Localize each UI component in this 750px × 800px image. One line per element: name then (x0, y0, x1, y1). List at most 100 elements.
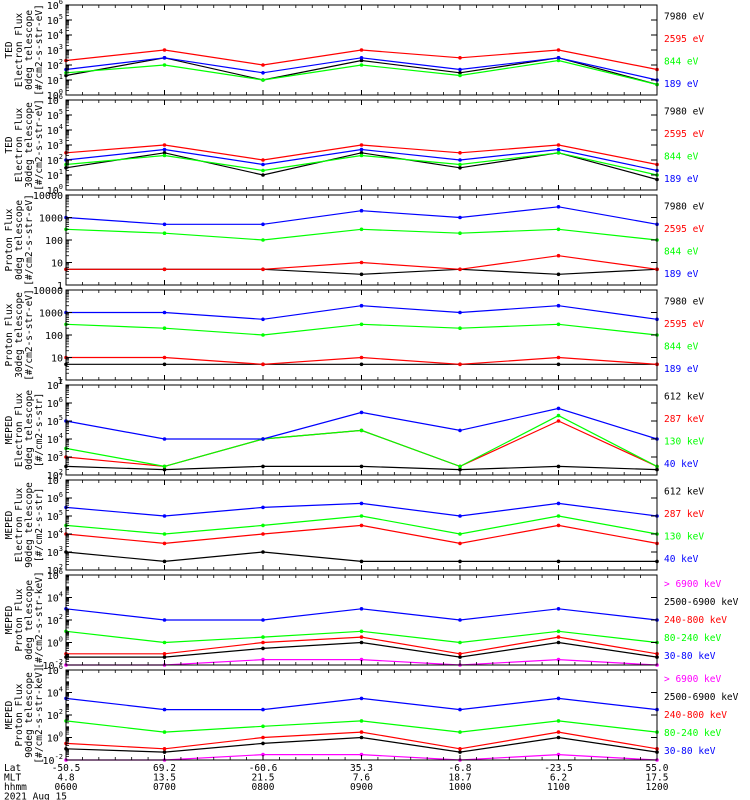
data-point (261, 635, 265, 639)
x-tick-label: 0700 (153, 782, 176, 793)
x-axis-footer: Lat -50.5 69.2 -60.6 35.3 -6.8 -23.5 55.0 MLT 4.8… (4, 763, 669, 800)
x-row-name: MLT (4, 773, 21, 784)
y-tick-label: 102 (47, 468, 63, 482)
data-point (162, 655, 167, 659)
data-point (162, 640, 167, 645)
data-point (556, 48, 561, 52)
x-tick-label: 69.2 (153, 763, 176, 774)
y-axis-label-line: [#/cm2-s-str-eV] (34, 99, 45, 191)
data-point (162, 464, 167, 469)
data-point (458, 514, 462, 518)
data-point (556, 322, 561, 327)
data-point (556, 657, 561, 662)
data-point (556, 253, 561, 258)
x-tick-label: -60.6 (249, 763, 278, 774)
legend-entry: 189 eV (664, 79, 699, 90)
data-point (359, 322, 364, 327)
data-point (556, 355, 561, 360)
x-tick-label: 18.7 (449, 773, 472, 784)
data-point (556, 635, 561, 639)
data-point (458, 618, 462, 622)
data-point (359, 730, 364, 734)
y-axis-label: Proton Flux0deg telescope[#/cm2-s-str-eV… (4, 194, 35, 286)
data-point (162, 618, 167, 622)
data-point (162, 559, 167, 564)
series-line-2 (65, 524, 658, 545)
legend-entry: 844 eV (664, 341, 699, 352)
data-point (556, 58, 561, 63)
data-point (261, 437, 265, 441)
y-tick-label: 104 (47, 527, 63, 541)
y-tick-label: 101 (47, 73, 63, 87)
data-point (359, 752, 364, 757)
data-point (359, 56, 364, 60)
data-point (556, 205, 561, 209)
data-point (556, 419, 561, 423)
legend-entry: 2595 eV (664, 319, 704, 330)
data-point (458, 655, 462, 659)
legend-entry: 7980 eV (664, 11, 704, 22)
data-point (162, 326, 167, 331)
y-axis-label-line: Proton Flux (14, 588, 25, 651)
data-point (556, 559, 561, 564)
y-tick-label: 102 (47, 563, 63, 577)
data-point (458, 532, 462, 536)
data-point (458, 71, 462, 75)
legend-entry: 844 eV (664, 56, 699, 67)
y-axis-label-line: [#/cm2-s-str] (34, 393, 45, 467)
legend-entry: 189 eV (664, 174, 699, 185)
x-tick-label: 6.2 (550, 773, 567, 784)
legend-entry: 30-80 keV (664, 746, 716, 757)
y-axis-label-line: [#/cm2-s-str] (34, 488, 45, 562)
y-axis-label-line: MEPED (4, 700, 15, 729)
series-line-3 (65, 731, 658, 750)
y-axis-label-line: 0deg telescope (14, 200, 25, 280)
y-tick-label: 103 (47, 450, 63, 464)
data-point (556, 56, 561, 60)
data-point (261, 71, 265, 75)
data-point (162, 355, 167, 360)
series-line-2 (66, 641, 658, 658)
data-point (162, 730, 167, 734)
y-tick-label: 100 (45, 236, 63, 247)
data-point (556, 514, 561, 518)
y-axis-label-line: [#/cm2-s-str-eV] (24, 289, 35, 381)
data-point (556, 523, 561, 528)
data-point (261, 173, 265, 177)
data-point (261, 707, 265, 712)
y-axis-label-line: [#/cm2-s-str-keV] (34, 666, 45, 763)
y-tick-label: 100 (47, 183, 63, 197)
data-point (359, 559, 364, 564)
data-point (162, 143, 167, 147)
data-point (261, 362, 265, 367)
data-point (359, 696, 364, 701)
y-tick-label: 100 (47, 731, 63, 745)
data-point (261, 464, 265, 469)
y-tick-label: 10-2 (43, 753, 63, 767)
data-point (556, 362, 561, 367)
legend-entry: 287 keV (664, 414, 704, 425)
data-point (359, 227, 364, 232)
data-point (261, 267, 265, 272)
data-point (261, 741, 265, 746)
data-point (359, 719, 364, 723)
legend-entry: 7980 eV (664, 296, 704, 307)
data-point (359, 629, 364, 634)
series-line-3 (65, 414, 658, 468)
data-point (162, 222, 167, 227)
y-tick-label: 104 (47, 591, 63, 605)
legend-entry: 2500-6900 keV (664, 692, 739, 703)
data-point (359, 362, 364, 367)
data-point (556, 143, 561, 147)
legend-entry: 2500-6900 keV (664, 597, 739, 608)
x-row-name: Lat (4, 763, 21, 774)
y-tick-label: 105 (47, 509, 63, 523)
x-tick-label: 35.3 (350, 763, 373, 774)
data-point (359, 147, 364, 152)
data-point (261, 238, 265, 242)
data-point (261, 657, 265, 662)
y-tick-label: 10000 (33, 286, 63, 297)
data-point (556, 413, 561, 418)
series-line-3 (66, 636, 658, 655)
